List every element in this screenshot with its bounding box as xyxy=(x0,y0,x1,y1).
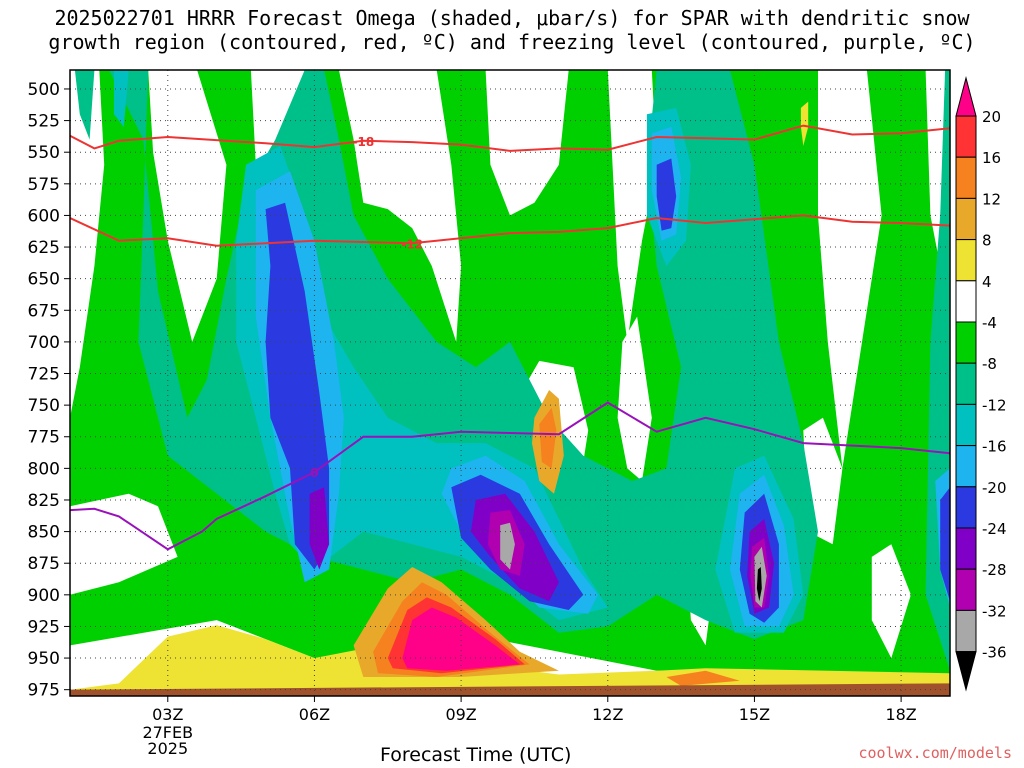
date-label-year: 2025 xyxy=(147,739,188,758)
x-tick-label: 15Z xyxy=(739,705,770,724)
colorbar-label: -12 xyxy=(982,396,1007,414)
colorbar-label: -24 xyxy=(982,520,1007,538)
y-tick-label: 725 xyxy=(28,365,60,385)
date-label-day: 27FEB xyxy=(142,723,193,742)
title-line-1: 2025022701 HRRR Forecast Omega (shaded, … xyxy=(54,6,970,30)
y-tick-label: 975 xyxy=(28,681,60,701)
y-tick-label: 500 xyxy=(28,80,60,100)
title-line-2: growth region (contoured, red, ºC) and f… xyxy=(48,30,976,54)
y-axis: 500 525 550 575 600 625 650 675 700 725 750 775 800 8… xyxy=(28,80,70,701)
credit-text: coolwx.com/models xyxy=(858,744,1012,762)
colorbar-bin xyxy=(955,362,977,405)
colorbar-bin xyxy=(955,280,977,323)
grid-lines xyxy=(70,70,950,696)
colorbar-label: -20 xyxy=(982,479,1007,497)
omega-shading xyxy=(70,70,950,696)
y-tick-label: 600 xyxy=(28,206,60,226)
contour-label: 0 xyxy=(310,466,318,480)
colorbar-label: -4 xyxy=(982,314,997,332)
shade-white-mid-3 xyxy=(607,70,657,342)
colorbar-bin xyxy=(955,445,977,488)
y-tick-label: 850 xyxy=(28,523,60,543)
plot-frame xyxy=(69,69,951,697)
contour-line-0 xyxy=(70,401,950,551)
y-tick-label: 950 xyxy=(28,649,60,669)
colorbar-bin xyxy=(955,239,977,282)
shade-gray-center xyxy=(500,522,515,570)
y-tick-label: 625 xyxy=(28,238,60,258)
shade-white-lower-right xyxy=(871,544,911,659)
y-tick-label: 650 xyxy=(28,270,60,290)
colorbar-bin xyxy=(955,115,977,158)
colorbar-label: -32 xyxy=(982,602,1007,620)
shade-white-lower-left xyxy=(70,493,178,595)
contour-label: -12 xyxy=(401,237,423,251)
colorbar-bin xyxy=(955,527,977,570)
x-axis-label: Forecast Time (UTC) xyxy=(380,744,572,766)
x-tick-label: 18Z xyxy=(885,705,916,724)
y-tick-label: 925 xyxy=(28,617,60,637)
temperature-contours: -18 -12 0 xyxy=(70,124,950,551)
shade-blue-upper xyxy=(656,158,677,231)
colorbar-label: 16 xyxy=(982,149,1001,167)
x-tick-label: 09Z xyxy=(445,705,476,724)
colorbar-label: -16 xyxy=(982,438,1007,456)
contour-label: -18 xyxy=(352,135,374,149)
colorbar-bin xyxy=(955,609,977,653)
y-tick-label: 550 xyxy=(28,143,60,163)
colorbar-label: 12 xyxy=(982,190,1001,208)
shade-teal-topleft xyxy=(74,70,95,140)
shade-white-upper-2 xyxy=(250,70,305,165)
y-tick-label: 750 xyxy=(28,396,60,416)
colorbar-label: -8 xyxy=(982,355,997,373)
chart-title: 2025022701 HRRR Forecast Omega (shaded, … xyxy=(0,6,1024,54)
colorbar-label: 4 xyxy=(982,273,992,291)
y-tick-label: 525 xyxy=(28,112,60,132)
shade-black-lower xyxy=(756,567,762,602)
shade-blue-left xyxy=(265,202,330,570)
y-tick-label: 875 xyxy=(28,554,60,574)
colorbar-bin xyxy=(955,197,977,241)
shade-white-mid-2 xyxy=(485,70,569,216)
colorbar-bin xyxy=(955,156,977,199)
y-tick-label: 775 xyxy=(28,428,60,448)
colorbar-bin xyxy=(955,486,977,529)
shade-cyan-topleft xyxy=(114,70,129,127)
y-tick-label: 900 xyxy=(28,586,60,606)
shade-yellow-bottom xyxy=(70,625,950,690)
shade-yellow-top xyxy=(800,101,809,146)
contour-line--12 xyxy=(70,214,950,247)
shade-blue-right xyxy=(940,487,950,602)
x-tick-label: 06Z xyxy=(299,705,330,724)
colorbar-bin xyxy=(955,321,977,364)
colorbar-bin xyxy=(955,568,977,611)
colorbar-label: 8 xyxy=(982,232,992,250)
shade-white-mid-1 xyxy=(338,70,462,342)
shade-white-mid-4 xyxy=(617,316,652,481)
shade-orange-center xyxy=(539,407,557,469)
colorbar: 20 16 12 8 4 -4 -8 -12 -16 -20 -24 -28 -32 -36 xyxy=(955,76,1007,692)
shade-magenta-bottom xyxy=(402,607,520,671)
shade-white-right-1 xyxy=(818,70,882,469)
shade-white-left xyxy=(70,70,105,418)
y-tick-label: 700 xyxy=(28,333,60,353)
x-tick-label: 03Z xyxy=(152,705,183,724)
colorbar-top-arrow xyxy=(955,76,977,117)
shade-violet-left xyxy=(309,487,330,570)
colorbar-label: -36 xyxy=(982,644,1007,662)
x-tick-label: 12Z xyxy=(592,705,623,724)
shade-orange-small xyxy=(666,670,740,686)
y-tick-label: 800 xyxy=(28,459,60,479)
colorbar-label: 20 xyxy=(982,108,1001,126)
y-tick-label: 825 xyxy=(28,491,60,511)
colorbar-bin xyxy=(955,403,977,447)
contour-line--18 xyxy=(70,124,950,152)
y-tick-label: 675 xyxy=(28,301,60,321)
colorbar-bottom-arrow xyxy=(955,651,977,692)
y-tick-label: 575 xyxy=(28,175,60,195)
colorbar-label: -28 xyxy=(982,561,1007,579)
